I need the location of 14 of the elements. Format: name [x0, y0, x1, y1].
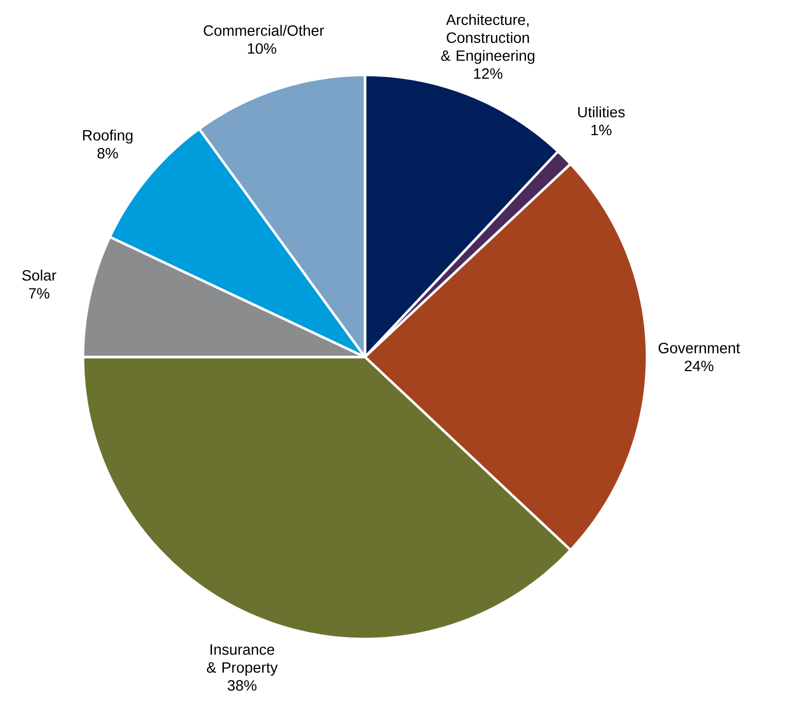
data-label: 1% — [592, 124, 612, 136]
data-label: 7% — [29, 288, 50, 299]
slice-label: Utilities — [578, 106, 625, 118]
slice-label: Commercial/Other — [204, 24, 324, 36]
data-label: 38% — [228, 680, 256, 691]
data-label: 24% — [684, 360, 714, 372]
data-label: 12% — [474, 68, 502, 79]
slice-label: Solar — [22, 270, 56, 281]
data-label: 8% — [98, 148, 118, 159]
slice-label: Roofing — [83, 130, 132, 144]
slice-label: Insurance & Property — [206, 644, 278, 676]
data-label: 10% — [248, 43, 276, 54]
slice-label: Government — [658, 342, 740, 354]
slice-label: Architecture, Construction & Engineering — [441, 14, 534, 64]
